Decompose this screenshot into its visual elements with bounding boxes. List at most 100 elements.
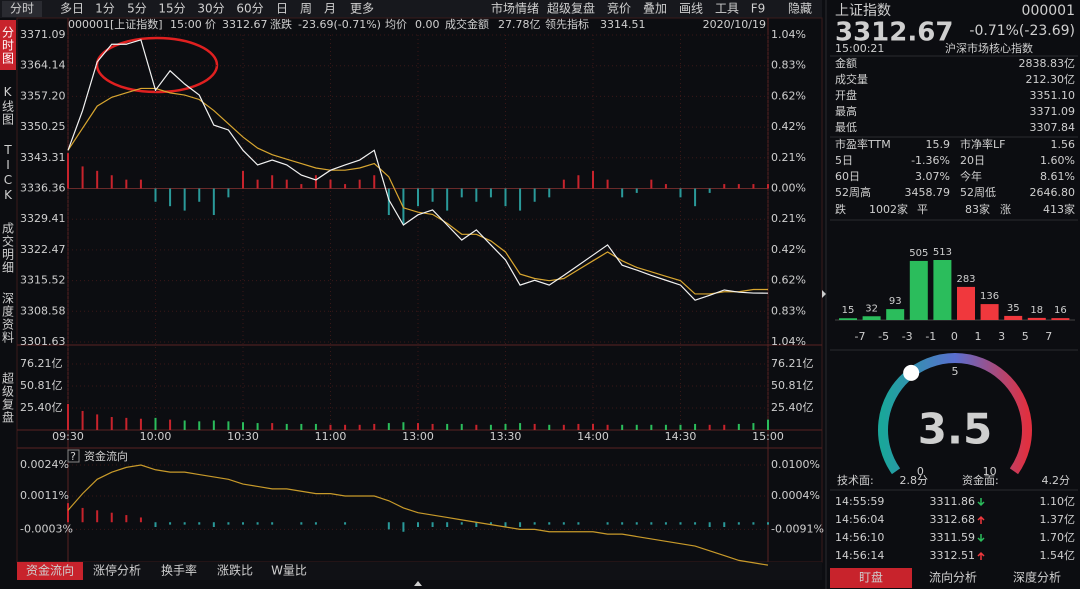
price-tick-label: 3322.47 bbox=[20, 243, 66, 256]
volume-bar bbox=[285, 423, 288, 430]
flow-bar bbox=[212, 522, 215, 527]
flow-bar bbox=[431, 522, 434, 527]
breadth-label: 涨 bbox=[1000, 203, 1011, 216]
top-tab[interactable]: 更多 bbox=[350, 2, 374, 16]
volume-bar bbox=[606, 424, 609, 430]
flow-right-label: 0.0004% bbox=[771, 489, 820, 502]
volume-bar bbox=[314, 423, 317, 430]
top-tab[interactable]: 5分 bbox=[127, 2, 147, 16]
price-line bbox=[67, 39, 769, 301]
tool-tab[interactable]: 超级复盘 bbox=[547, 1, 595, 16]
flow-bar bbox=[475, 522, 478, 527]
side-tab[interactable]: K线图 bbox=[0, 84, 15, 126]
flow-bar bbox=[606, 522, 609, 525]
bottom-tab[interactable]: W量比 bbox=[271, 564, 307, 578]
flow-bar bbox=[489, 522, 492, 525]
dist-bar bbox=[1027, 317, 1046, 320]
gauge-arc bbox=[878, 353, 1032, 475]
time-label: 13:30 bbox=[490, 430, 522, 443]
dist-value: 93 bbox=[889, 296, 902, 307]
volume-tick-label: 50.81亿 bbox=[20, 379, 63, 392]
time-label: 11:00 bbox=[315, 430, 347, 443]
info-price-label: 价 bbox=[205, 18, 216, 31]
volume-bar bbox=[67, 404, 69, 430]
top-tab[interactable]: 30分 bbox=[197, 2, 224, 16]
dist-label: -7 bbox=[855, 330, 866, 343]
top-tab[interactable]: 月 bbox=[324, 2, 336, 16]
volume-bar bbox=[110, 417, 113, 430]
info-price: 3312.67 bbox=[222, 18, 268, 31]
flow-bar bbox=[402, 522, 405, 532]
top-tab[interactable]: 日 bbox=[276, 2, 288, 16]
bottom-tab[interactable]: 涨跌比 bbox=[217, 563, 253, 578]
right-tab[interactable]: 深度分析 bbox=[1013, 570, 1061, 585]
stat-label: 成交量 bbox=[835, 72, 868, 86]
stat-label: 5日 bbox=[835, 154, 853, 167]
volume-bar bbox=[212, 420, 215, 430]
tool-tab[interactable]: 竞价 bbox=[607, 2, 631, 16]
quote-price: 3312.67 bbox=[835, 18, 953, 48]
volume-bar bbox=[767, 419, 769, 430]
breadth-value: 1002家 bbox=[869, 202, 908, 216]
tool-tab[interactable]: 隐藏 bbox=[788, 2, 812, 16]
stat-label: 最高 bbox=[835, 104, 857, 118]
bottom-tab[interactable]: 资金流向 bbox=[26, 563, 74, 578]
time-label: 15:00 bbox=[752, 430, 784, 443]
right-tab[interactable]: 流向分析 bbox=[929, 570, 977, 585]
volume-bar bbox=[417, 423, 419, 430]
tech-value: 2.8分 bbox=[900, 474, 929, 487]
trade-arrow bbox=[977, 534, 985, 543]
tool-tab[interactable]: 画线 bbox=[679, 2, 703, 16]
lead-bar bbox=[402, 188, 405, 224]
flow-bar bbox=[708, 522, 711, 527]
side-tab[interactable]: 深度资料 bbox=[0, 291, 15, 344]
tool-tab[interactable]: 叠加 bbox=[643, 2, 667, 16]
volume-bar bbox=[664, 424, 667, 430]
top-tab[interactable]: 分时 bbox=[10, 2, 34, 16]
volume-bar bbox=[431, 423, 434, 430]
lead-bar bbox=[169, 188, 172, 207]
volume-bar bbox=[752, 423, 755, 430]
expand-arrow[interactable] bbox=[414, 581, 422, 586]
lead-bar bbox=[679, 188, 682, 198]
tool-tab[interactable]: F9 bbox=[751, 2, 766, 16]
trade-volume: 1.54亿 bbox=[1040, 549, 1076, 562]
dist-bar bbox=[1004, 315, 1023, 320]
help-icon[interactable]: ? bbox=[70, 450, 76, 463]
flow-bar bbox=[154, 522, 157, 527]
quote-time: 15:00:21 bbox=[835, 42, 884, 55]
help-box[interactable] bbox=[67, 449, 80, 463]
info-code: 000001[上证指数] bbox=[68, 17, 163, 31]
volume-bar bbox=[227, 421, 230, 430]
flow-bar bbox=[548, 522, 551, 525]
right-tab[interactable]: 盯盘 bbox=[859, 570, 883, 585]
tool-tab[interactable]: 工具 bbox=[715, 2, 739, 16]
avg-line bbox=[67, 87, 768, 295]
pct-tick-label: 0.83% bbox=[771, 59, 806, 72]
lead-bar bbox=[489, 188, 492, 198]
pct-tick-label: 0.42% bbox=[771, 120, 806, 133]
lead-bar bbox=[139, 179, 142, 189]
flow-bar bbox=[198, 522, 201, 525]
side-tab[interactable]: 超级复盘 bbox=[0, 371, 15, 424]
collapse-arrow[interactable] bbox=[822, 290, 826, 298]
bottom-tab[interactable]: 涨停分析 bbox=[93, 563, 141, 578]
side-tab[interactable]: 分时图 bbox=[0, 20, 16, 70]
tool-tab[interactable]: 市场情绪 bbox=[491, 1, 539, 16]
bottom-tab[interactable]: 换手率 bbox=[161, 563, 197, 578]
top-tab[interactable]: 60分 bbox=[236, 2, 263, 16]
side-tab[interactable]: TICK bbox=[1, 142, 15, 203]
top-tab[interactable]: 1分 bbox=[95, 2, 115, 16]
flow-title: 资金流向 bbox=[84, 449, 128, 463]
top-tab[interactable]: 周 bbox=[300, 2, 312, 16]
trade-arrow bbox=[977, 498, 985, 507]
time-label: 14:00 bbox=[577, 430, 609, 443]
dist-label: 0 bbox=[951, 330, 958, 343]
time-label: 13:00 bbox=[402, 430, 434, 443]
side-tab[interactable]: 成交明细 bbox=[0, 221, 15, 274]
trade-time: 14:56:04 bbox=[835, 513, 884, 526]
top-tab[interactable]: 15分 bbox=[158, 2, 185, 16]
top-tab[interactable]: 多日 bbox=[60, 2, 84, 16]
dist-label: -5 bbox=[878, 330, 889, 343]
